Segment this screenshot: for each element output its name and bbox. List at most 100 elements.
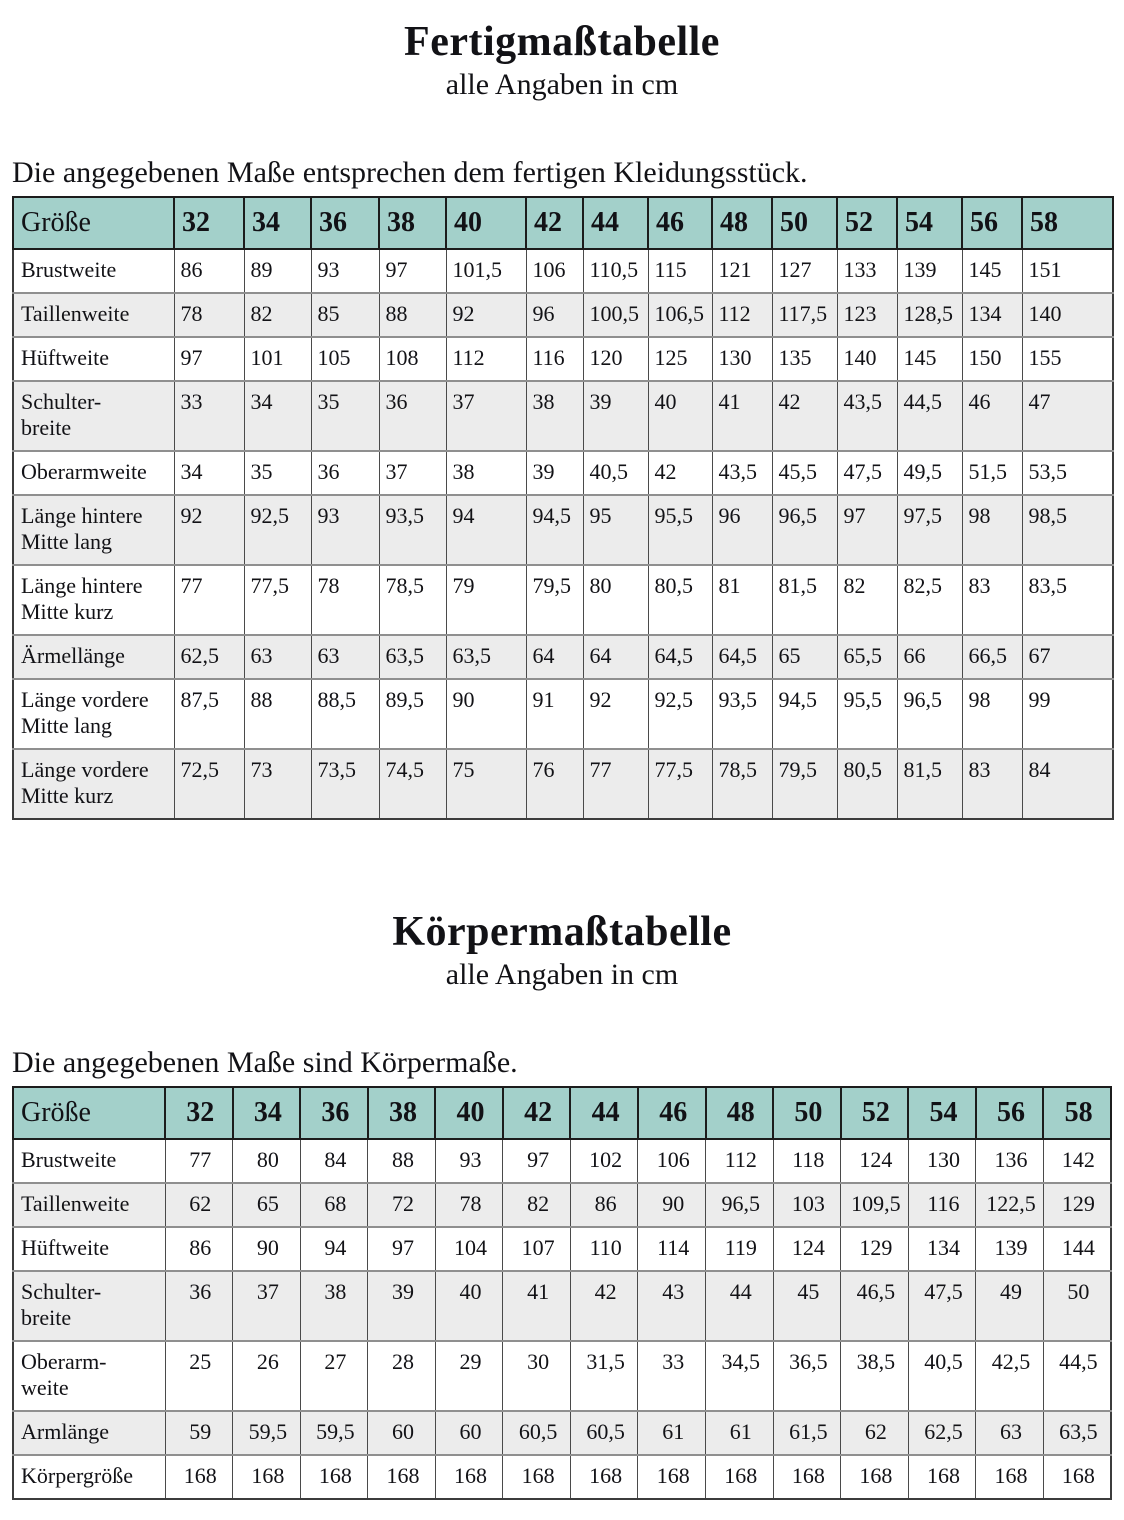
measurement-value: 140 <box>1021 292 1114 338</box>
measurement-value: 94 <box>445 494 527 566</box>
measurement-value: 168 <box>907 1454 977 1500</box>
measurement-value: 118 <box>772 1138 842 1184</box>
measurement-value: 62 <box>164 1182 234 1228</box>
measurement-value: 107 <box>502 1226 571 1272</box>
size-column-header: 48 <box>711 196 773 250</box>
measurement-label: Schulter- breite <box>12 380 175 452</box>
measurement-value: 130 <box>907 1138 977 1184</box>
measurement-value: 36 <box>164 1270 234 1342</box>
measurement-value: 63,5 <box>378 634 447 680</box>
body-table-intro: Die angegebenen Maße sind Körpermaße. <box>12 1046 518 1079</box>
finished-table-subtitle: alle Angaben in cm <box>445 68 679 101</box>
measurement-value: 88 <box>243 678 312 750</box>
measurement-value: 108 <box>378 336 447 382</box>
measurement-value: 82 <box>502 1182 571 1228</box>
measurement-row: Brustweite 86 89 93 97 101,5 106 110,5 115 121 127… <box>12 248 1114 294</box>
measurement-value: 64 <box>582 634 649 680</box>
measurement-value: 60 <box>434 1410 504 1456</box>
measurement-value: 112 <box>705 1138 774 1184</box>
measurement-value: 63 <box>243 634 312 680</box>
measurement-value: 68 <box>299 1182 369 1228</box>
measurement-value: 47,5 <box>907 1270 977 1342</box>
measurement-row: Armlänge 59 59,5 59,5 60 60 60,5 60,5 61 61 61,5 62… <box>12 1410 1112 1456</box>
measurement-value: 51,5 <box>961 450 1023 496</box>
measurement-value: 44,5 <box>896 380 963 452</box>
measurement-value: 145 <box>961 248 1023 294</box>
measurement-value: 98,5 <box>1021 494 1114 566</box>
measurement-row: Länge hintere Mitte lang 92 92,5 93 93,5 94 94… <box>12 494 1114 566</box>
measurement-value: 72,5 <box>173 748 245 820</box>
measurement-value: 96,5 <box>705 1182 774 1228</box>
measurement-value: 79,5 <box>525 564 584 636</box>
measurement-value: 46 <box>961 380 1023 452</box>
measurement-value: 66,5 <box>961 634 1023 680</box>
size-column-header: 56 <box>961 196 1023 250</box>
measurement-value: 41 <box>502 1270 571 1342</box>
size-column-header: 38 <box>366 1086 437 1140</box>
finished-table-intro: Die angegebenen Maße entsprechen dem fer… <box>12 156 808 189</box>
measurement-label: Länge hintere Mitte lang <box>12 494 175 566</box>
measurement-value: 46,5 <box>840 1270 909 1342</box>
size-column-header: 32 <box>173 196 245 250</box>
size-header-label: Größe <box>12 196 175 250</box>
measurement-value: 53,5 <box>1021 450 1114 496</box>
size-column-header: 58 <box>1021 196 1114 250</box>
measurement-value: 67 <box>1021 634 1114 680</box>
measurement-value: 134 <box>907 1226 977 1272</box>
measurement-value: 78 <box>434 1182 504 1228</box>
measurement-label: Schulter- breite <box>12 1270 166 1342</box>
measurement-value: 82 <box>243 292 312 338</box>
measurement-value: 168 <box>975 1454 1044 1500</box>
measurement-value: 76 <box>525 748 584 820</box>
measurement-value: 129 <box>1042 1182 1112 1228</box>
measurement-value: 77 <box>164 1138 234 1184</box>
measurement-value: 97 <box>378 248 447 294</box>
measurement-label: Oberarm- weite <box>12 1340 166 1412</box>
measurement-value: 63 <box>310 634 380 680</box>
measurement-value: 83 <box>961 564 1023 636</box>
measurement-value: 94 <box>299 1226 369 1272</box>
measurement-label: Taillenweite <box>12 1182 166 1228</box>
measurement-value: 168 <box>502 1454 571 1500</box>
size-column-header: 44 <box>582 196 649 250</box>
measurement-value: 97 <box>836 494 898 566</box>
measurement-value: 84 <box>299 1138 369 1184</box>
finished-table-title: Fertigmaßtabelle <box>404 19 720 65</box>
measurement-value: 133 <box>836 248 898 294</box>
measurement-row: Schulter- breite 33 34 35 36 37 38 39 40 41 42 43,5… <box>12 380 1114 452</box>
size-column-header: 36 <box>299 1086 369 1140</box>
measurement-value: 81 <box>711 564 773 636</box>
measurement-value: 47 <box>1021 380 1114 452</box>
measurement-label: Länge hintere Mitte kurz <box>12 564 175 636</box>
measurement-label: Hüftweite <box>12 1226 166 1272</box>
measurement-value: 40,5 <box>907 1340 977 1412</box>
measurement-row: Brustweite 77 80 84 88 93 97 102 106 112 118 124 130… <box>12 1138 1112 1184</box>
measurement-value: 129 <box>840 1226 909 1272</box>
measurement-value: 80 <box>582 564 649 636</box>
measurement-value: 168 <box>1042 1454 1112 1500</box>
measurement-value: 80,5 <box>836 748 898 820</box>
body-measurements-table: Größe 32 34 36 38 40 42 44 46 48 50 52 54 56 58 Brustwe… <box>12 1086 1112 1500</box>
measurement-value: 42 <box>569 1270 639 1342</box>
measurement-value: 60 <box>367 1410 436 1456</box>
measurement-value: 86 <box>173 248 245 294</box>
measurement-label: Brustweite <box>12 248 175 294</box>
measurement-value: 87,5 <box>173 678 245 750</box>
measurement-label: Armlänge <box>12 1410 166 1456</box>
measurement-value: 120 <box>582 336 649 382</box>
measurement-value: 30 <box>502 1340 571 1412</box>
measurement-value: 90 <box>637 1182 706 1228</box>
measurement-value: 64,5 <box>647 634 713 680</box>
measurement-value: 43 <box>637 1270 706 1342</box>
measurement-value: 83,5 <box>1021 564 1114 636</box>
measurement-value: 61 <box>705 1410 774 1456</box>
measurement-row: Taillenweite 62 65 68 72 78 82 86 90 96,5 103 109,5… <box>12 1182 1112 1228</box>
measurement-value: 40 <box>434 1270 504 1342</box>
size-column-header: 42 <box>501 1086 572 1140</box>
measurement-value: 34 <box>173 450 245 496</box>
measurement-value: 35 <box>243 450 312 496</box>
size-column-header: 56 <box>974 1086 1045 1140</box>
measurement-value: 93,5 <box>378 494 447 566</box>
finished-measurements-table: Größe 32 34 36 38 40 42 44 46 48 50 52 54 56 58 Brustwe… <box>12 196 1114 820</box>
